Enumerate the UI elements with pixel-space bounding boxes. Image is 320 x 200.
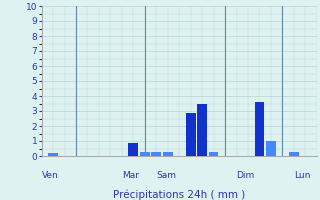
Bar [255, 102, 264, 156]
Text: Dim: Dim [236, 171, 255, 180]
Bar [266, 141, 276, 156]
Bar [163, 152, 172, 156]
Bar [197, 104, 207, 156]
Text: Mar: Mar [122, 171, 139, 180]
Bar [186, 112, 196, 156]
Bar [289, 152, 299, 156]
Bar [128, 142, 138, 156]
Text: Lun: Lun [294, 171, 310, 180]
Bar [209, 152, 219, 156]
Bar [140, 152, 150, 156]
Text: Ven: Ven [42, 171, 58, 180]
Text: Précipitations 24h ( mm ): Précipitations 24h ( mm ) [113, 189, 245, 200]
Bar [48, 153, 58, 156]
Bar [151, 152, 161, 156]
Text: Sam: Sam [156, 171, 176, 180]
